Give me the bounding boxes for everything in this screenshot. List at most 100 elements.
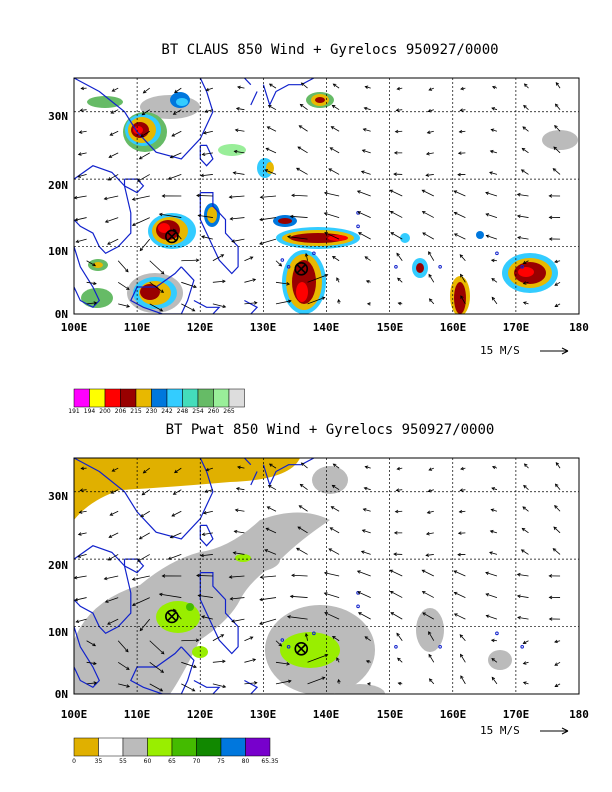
wind-vector [523, 260, 529, 264]
wind-vector [204, 109, 213, 113]
wind-vector [427, 130, 434, 134]
p1-xtick-160E: 160E [440, 321, 467, 334]
wind-vector-head [554, 282, 559, 286]
panel-1-wind-vectors [74, 81, 561, 312]
wind-vector-head [428, 653, 432, 658]
wind-vector [269, 83, 277, 89]
wind-vector [139, 532, 150, 540]
wind-vector-head [231, 619, 235, 623]
panel-2-gridlines [74, 458, 579, 694]
wind-vector [244, 302, 257, 305]
wind-vector [201, 616, 213, 620]
wind-vector [268, 105, 277, 111]
wind-vector [77, 174, 87, 178]
wind-vector-head [491, 85, 496, 90]
wind-vector [79, 510, 87, 513]
wind-vector-head [365, 660, 370, 664]
wind-vector-head [267, 105, 272, 109]
wind-vector [233, 552, 245, 555]
wind-vector [203, 130, 213, 134]
wind-vector-head [233, 529, 238, 534]
wind-vector [230, 217, 245, 220]
wind-vector-head [131, 577, 136, 581]
wind-vector [426, 174, 434, 176]
wind-vector [291, 574, 308, 577]
wind-vector-head [362, 508, 367, 512]
wind-vector [491, 129, 498, 132]
wind-vector-head [191, 308, 196, 312]
wind-vector-head [428, 678, 433, 682]
wind-vector-head [278, 642, 283, 647]
wind-vector-head [77, 532, 82, 536]
wind-vector [275, 640, 282, 647]
wind-vector [489, 551, 498, 555]
wind-vector-head [459, 254, 464, 258]
wind-vector-head [237, 465, 241, 470]
wind-vector-head [296, 547, 300, 552]
wind-vector [428, 489, 434, 492]
colorbar-swatch [135, 388, 152, 408]
wind-vector-head [421, 211, 426, 215]
wind-vector-head [363, 486, 368, 491]
wind-vector-head [328, 168, 333, 172]
wind-vector [389, 569, 403, 577]
wind-vector [491, 487, 498, 491]
wind-vector-head [523, 484, 527, 489]
wind-vector [517, 616, 529, 620]
wind-vector [555, 462, 561, 469]
wind-vector-head [93, 301, 98, 305]
wind-vector [139, 618, 151, 631]
wind-vector-head [453, 233, 458, 237]
wind-vector-head [396, 466, 401, 471]
colorbar-label: 260 [208, 408, 220, 415]
wind-vector-head [331, 484, 336, 489]
wind-vector-head [491, 465, 496, 470]
wind-vector [79, 130, 87, 133]
wind-vector-head [139, 247, 144, 252]
colorbar-label: 0 [72, 758, 76, 765]
wind-vector-head [489, 551, 493, 555]
wind-vector-head [103, 196, 108, 201]
wind-vector-head [490, 258, 495, 263]
wind-vector-head [460, 466, 464, 471]
wind-vector [229, 195, 245, 198]
wind-vector-head [485, 614, 490, 619]
wind-vector [554, 683, 561, 687]
wind-vector-head [141, 111, 146, 116]
wind-vector [426, 152, 434, 155]
wind-vector-head [287, 299, 292, 304]
wind-vector [361, 170, 371, 175]
wind-vector-head [299, 483, 304, 488]
wind-vector [275, 260, 282, 267]
wind-vector [429, 678, 435, 685]
p1-vector-ref-arrowhead [561, 347, 569, 355]
wind-vector-head [80, 86, 85, 91]
wind-vector-head [111, 468, 116, 472]
wind-vector-head [268, 83, 273, 87]
p2-ytick-0N: 0N [55, 688, 68, 701]
panel-2-vector-reference: 15 M/S [480, 724, 569, 737]
p1-ytick-30N: 30N [48, 110, 68, 123]
colorbar-swatch [228, 388, 245, 408]
wind-vector [554, 260, 561, 263]
wind-vector-head [328, 548, 333, 552]
wind-vector [460, 675, 466, 685]
wind-vector [358, 232, 371, 240]
wind-vector [297, 526, 308, 534]
wind-vector [77, 554, 87, 558]
colorbar-label: 248 [177, 408, 189, 415]
wind-vector [181, 639, 199, 642]
wind-vector-head [397, 301, 402, 306]
wind-vector-head [389, 569, 394, 573]
wind-vector-head [489, 149, 494, 154]
coastline [74, 545, 132, 635]
wind-vector-head [74, 597, 79, 602]
island [438, 645, 442, 649]
wind-vector [429, 298, 435, 305]
wind-vector-head [428, 87, 433, 91]
wind-vector-head [516, 572, 521, 577]
wind-vector-head [139, 627, 144, 632]
wind-vector-head [428, 631, 432, 635]
wind-vector [75, 217, 87, 221]
wind-vector-head [491, 296, 496, 301]
